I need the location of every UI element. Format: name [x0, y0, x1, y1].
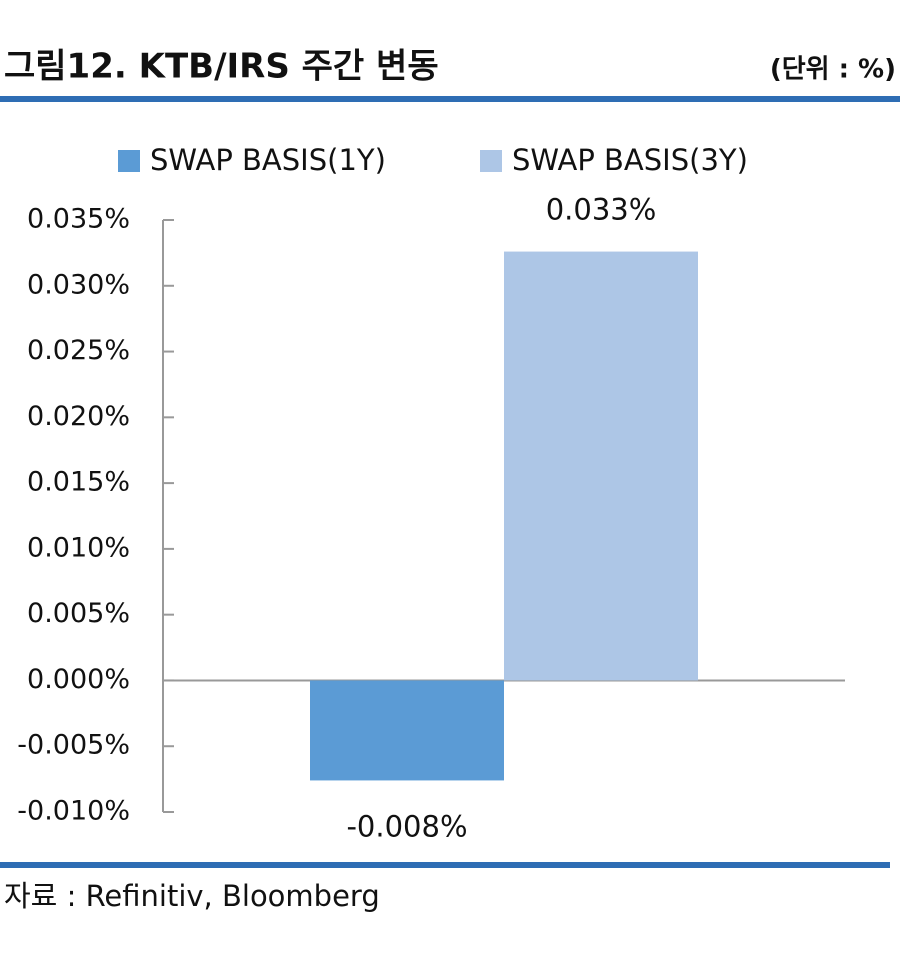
value-label: 0.033%	[546, 193, 657, 227]
y-tick-label: 0.030%	[27, 269, 130, 300]
y-tick-label: 0.020%	[27, 401, 130, 432]
y-tick-label: 0.015%	[27, 467, 130, 498]
chart-title: 그림12. KTB/IRS 주간 변동	[4, 47, 439, 87]
unit-note: (단위 : %)	[770, 55, 896, 85]
y-tick-label: 0.000%	[27, 664, 130, 695]
bar	[504, 251, 698, 681]
value-label: -0.008%	[346, 809, 467, 843]
bottom-rule	[0, 862, 890, 868]
legend-label: SWAP BASIS(1Y)	[150, 143, 386, 177]
y-tick-label: 0.025%	[27, 335, 130, 366]
top-rule	[0, 96, 900, 102]
y-tick-label: 0.005%	[27, 598, 130, 629]
legend-swatch	[480, 150, 502, 172]
y-tick-label: 0.035%	[27, 204, 130, 235]
y-tick-label: -0.005%	[17, 730, 130, 761]
legend-swatch	[118, 150, 140, 172]
bar	[310, 680, 504, 781]
y-tick-label: -0.010%	[17, 796, 130, 827]
source: 자료 : Refinitiv, Bloomberg	[4, 879, 380, 913]
y-tick-label: 0.010%	[27, 532, 130, 563]
legend-label: SWAP BASIS(3Y)	[512, 143, 748, 177]
